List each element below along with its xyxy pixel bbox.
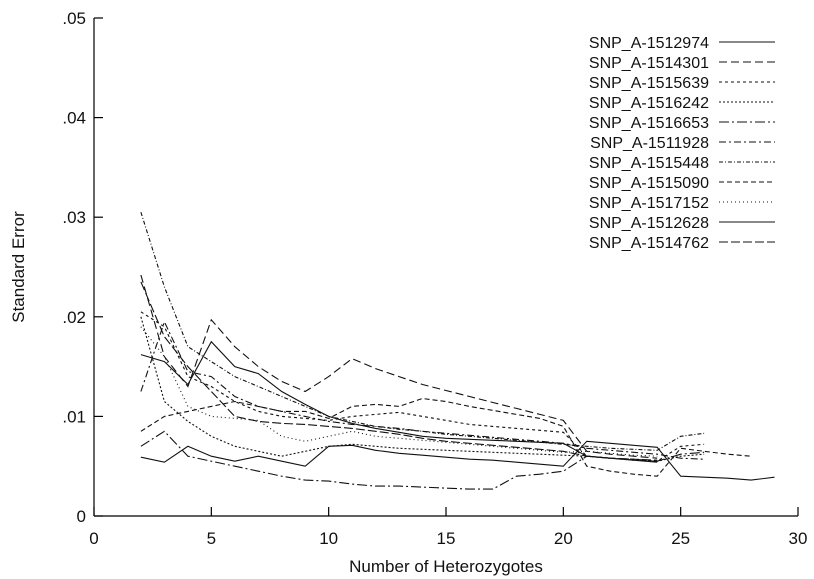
x-tick-label: 0 [89,529,98,548]
legend-label: SNP_A-1516653 [589,115,709,132]
series-line-SNP_A-1515090 [140,397,752,477]
y-tick-label: 0 [77,507,86,526]
legend-label: SNP_A-1515639 [589,75,709,92]
x-tick-label: 15 [437,529,456,548]
legend-label: SNP_A-1514762 [589,235,709,252]
x-tick-label: 5 [207,529,216,548]
series-line-SNP_A-1511928 [140,320,705,460]
y-tick-label: .04 [62,109,86,128]
y-axis-title: Standard Error [9,211,28,323]
legend-label: SNP_A-1515090 [589,175,709,192]
x-tick-label: 30 [789,529,808,548]
ticks: 0 5 10 15 20 25 30 0 .01 .02 .03 .04 .05 [62,9,807,548]
x-axis-title: Number of Heterozygotes [349,557,543,576]
legend-label: SNP_A-1515448 [589,155,709,172]
y-tick-label: .05 [62,9,86,28]
series-line-SNP_A-1514762 [140,281,658,461]
legend-label: SNP_A-1511928 [590,135,709,152]
x-tick-label: 10 [319,529,338,548]
series-line-SNP_A-1512974 [140,440,775,481]
series-layer [140,212,775,490]
y-tick-label: .01 [62,407,86,426]
series-line-SNP_A-1515448 [140,212,705,451]
legend-label: SNP_A-1517152 [589,195,709,212]
legend: SNP_A-1512974 SNP_A-1514301 SNP_A-1515639 S… [589,35,775,252]
legend-label: SNP_A-1514301 [589,55,709,72]
legend-label: SNP_A-1512974 [589,35,709,52]
series-line-SNP_A-1514301 [140,274,658,459]
y-tick-label: .03 [62,208,86,227]
legend-label: SNP_A-1516242 [589,95,709,112]
x-tick-label: 20 [554,529,573,548]
y-tick-label: .02 [62,308,86,327]
legend-label: SNP_A-1512628 [589,215,709,232]
x-tick-label: 25 [671,529,690,548]
series-line-SNP_A-1512628 [140,340,658,463]
